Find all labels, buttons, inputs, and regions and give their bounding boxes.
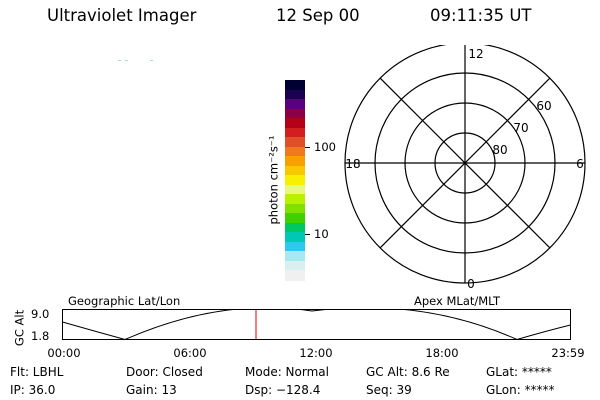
mlt-label: 6 bbox=[576, 157, 584, 171]
mlt-label: 12 bbox=[468, 47, 483, 61]
colorbar-segment bbox=[285, 194, 305, 205]
colorbar-segment bbox=[285, 165, 305, 176]
image-artifact bbox=[125, 60, 128, 61]
x-tick-label: 12:00 bbox=[299, 346, 333, 360]
date-label: 12 Sep 00 bbox=[276, 6, 360, 25]
polar-diagonal bbox=[379, 77, 551, 249]
y-tick-label: 9.0 bbox=[31, 307, 50, 321]
colorbar-segment bbox=[285, 175, 305, 186]
colorbar-segment bbox=[285, 203, 305, 214]
x-tick-label: 18:00 bbox=[425, 346, 459, 360]
instrument-title: Ultraviolet Imager bbox=[47, 6, 197, 25]
colorbar-segment bbox=[285, 232, 305, 243]
glon-status: GLon: ***** bbox=[486, 383, 555, 397]
colorbar-tick-label: 100 bbox=[314, 140, 336, 154]
colorbar-segment bbox=[285, 222, 305, 233]
colorbar-segment bbox=[285, 270, 305, 281]
colorbar-segment bbox=[285, 146, 305, 157]
mlat-label: 60 bbox=[536, 99, 551, 113]
colorbar-segment bbox=[285, 108, 305, 119]
colorbar-segment bbox=[285, 213, 305, 224]
mlt-label: 0 bbox=[467, 277, 475, 290]
gain-status: Gain: 13 bbox=[126, 383, 177, 397]
polar-plot: 12 18 6 0 60 70 80 bbox=[344, 45, 586, 290]
colorbar-tick bbox=[305, 147, 310, 148]
colorbar-segment bbox=[285, 80, 305, 91]
colorbar-segment bbox=[285, 260, 305, 272]
mlat-label: 70 bbox=[513, 121, 528, 135]
mlt-label: 18 bbox=[345, 157, 360, 171]
x-tick-label: 23:59 bbox=[551, 346, 585, 360]
image-artifact bbox=[118, 60, 121, 61]
dsp-status: Dsp: −128.4 bbox=[245, 383, 321, 397]
y-tick-label: 1.8 bbox=[31, 329, 50, 343]
colorbar-segment bbox=[285, 251, 305, 262]
filter-status: Flt: LBHL bbox=[10, 365, 64, 379]
colorbar-tick-label: 10 bbox=[314, 227, 329, 241]
altitude-curve bbox=[62, 309, 571, 341]
mode-status: Mode: Normal bbox=[245, 365, 329, 379]
x-tick-label: 00:00 bbox=[47, 346, 81, 360]
colorbar-segment bbox=[285, 99, 305, 110]
time-label: 09:11:35 UT bbox=[430, 6, 532, 25]
apex-label: Apex MLat/MLT bbox=[414, 294, 501, 308]
door-status: Door: Closed bbox=[126, 365, 203, 379]
y-axis-title: GC Alt bbox=[12, 309, 27, 347]
glat-status: GLat: ***** bbox=[486, 365, 552, 379]
colorbar-segment bbox=[285, 137, 305, 148]
colorbar-unit-label: photon cm⁻²s⁻¹ bbox=[266, 135, 281, 225]
x-tick-label: 06:00 bbox=[173, 346, 207, 360]
colorbar-segment bbox=[285, 241, 305, 252]
gc-alt-status: GC Alt: 8.6 Re bbox=[366, 365, 450, 379]
ip-status: IP: 36.0 bbox=[10, 383, 56, 397]
colorbar-tick bbox=[305, 234, 310, 235]
altitude-timeline bbox=[62, 309, 571, 341]
geographic-label: Geographic Lat/Lon bbox=[68, 294, 181, 308]
colorbar-segment bbox=[285, 127, 305, 138]
color-bar bbox=[285, 80, 305, 281]
seq-status: Seq: 39 bbox=[366, 383, 412, 397]
colorbar-segment bbox=[285, 89, 305, 100]
timeline-frame bbox=[62, 309, 571, 340]
colorbar-segment bbox=[285, 184, 305, 195]
mlat-label: 80 bbox=[492, 143, 507, 157]
colorbar-segment bbox=[285, 118, 305, 129]
colorbar-segment bbox=[285, 156, 305, 167]
image-artifact bbox=[150, 60, 153, 61]
